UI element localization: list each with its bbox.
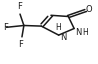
Text: F: F — [19, 40, 23, 49]
Text: F: F — [18, 2, 22, 11]
Text: H: H — [55, 23, 61, 32]
Text: F: F — [3, 23, 8, 32]
Text: N: N — [60, 33, 66, 42]
Text: N: N — [75, 28, 81, 37]
Text: O: O — [85, 5, 92, 14]
Text: H: H — [82, 28, 88, 37]
